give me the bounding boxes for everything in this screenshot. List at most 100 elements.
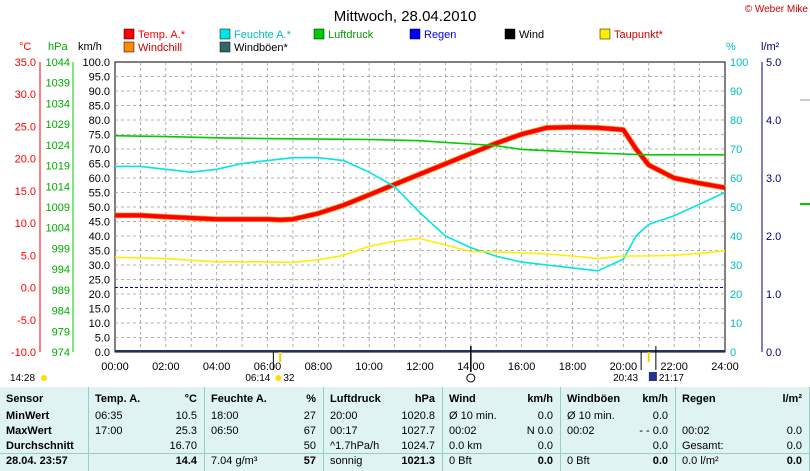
row-time: 20:00 [330, 410, 358, 422]
legend-swatch [219, 28, 231, 40]
humidity-tick-label: 50 [730, 202, 742, 214]
pressure-tick-label: 999 [52, 243, 70, 255]
row-value: 0.0 [786, 425, 802, 437]
moon-time: 21:17 [659, 373, 684, 384]
wind-tick-label: 5.0 [95, 333, 110, 345]
column-header: Feuchte A. [211, 393, 267, 405]
table-separator [0, 453, 810, 454]
row-value: 50 [303, 440, 316, 452]
x-tick-label: 20:00 [610, 361, 638, 373]
column-unit: l/m² [782, 393, 802, 405]
row-time: ^1.7hPa/h [330, 440, 380, 452]
column-unit: km/h [527, 393, 553, 405]
legend-label: Wind [519, 29, 544, 41]
pressure-tick-label: 974 [52, 347, 70, 359]
humidity-tick-label: 10 [730, 318, 742, 330]
humidity-tick-label: 30 [730, 260, 742, 272]
column-unit: hPa [414, 393, 435, 405]
sunrise-ext: 32 [283, 373, 295, 384]
x-tick-label: 06:00 [254, 361, 282, 373]
humidity-tick-label: 70 [730, 144, 742, 156]
wind-tick-label: 45.0 [89, 217, 110, 229]
sun-icon [41, 375, 47, 381]
row-time: 18:00 [211, 410, 239, 422]
x-tick-label: 16:00 [508, 361, 536, 373]
pressure-tick-label: 1024 [46, 140, 70, 152]
row-value: 25.3 [175, 425, 197, 437]
x-tick-label: 04:00 [203, 361, 231, 373]
x-tick-label: 24:00 [711, 361, 739, 373]
row-time: Gesamt: [682, 440, 724, 452]
legend-label: Regen [424, 29, 456, 41]
row-value: 0.0 [786, 440, 802, 452]
row-value: 1020.8 [401, 410, 435, 422]
sunrise-icon [275, 375, 282, 381]
column-header: Regen [682, 393, 716, 405]
sunrise-time: 06:14 [245, 373, 270, 384]
row-value: N 0.0 [526, 425, 553, 437]
rain-tick-label: 2.0 [766, 231, 781, 243]
temp-tick-label: 25.0 [15, 121, 36, 133]
footer-value: 57 [303, 455, 316, 467]
wind-tick-label: 30.0 [89, 260, 110, 272]
row-value: 0.0 [537, 410, 553, 422]
footer-value: 14.4 [175, 455, 197, 467]
wind-tick-label: 50.0 [89, 202, 110, 214]
humidity-unit-label: % [726, 41, 736, 53]
humidity-tick-label: 0 [730, 347, 736, 359]
wind-tick-label: 15.0 [89, 304, 110, 316]
row-value: 1024.7 [401, 440, 435, 452]
row-time: 00:17 [330, 425, 358, 437]
column-header: Windböen [567, 393, 621, 405]
row-time: 00:02 [682, 425, 710, 437]
column-unit: km/h [642, 393, 668, 405]
row-value: 27 [303, 410, 316, 422]
legend-label: Temp. A.* [138, 29, 186, 41]
legend-swatch [313, 28, 325, 40]
pressure-tick-label: 1014 [46, 181, 70, 193]
wind-tick-label: 55.0 [89, 188, 110, 200]
row-label: MaxWert [6, 425, 52, 437]
weather-chart: Mittwoch, 28.04.2010 © Weber Mike Temp. A.… [10, 4, 810, 384]
x-tick-label: 12:00 [406, 361, 434, 373]
column-unit: % [306, 393, 316, 405]
rain-tick-label: 1.0 [766, 289, 781, 301]
footer-date: 28.04. 23:57 [6, 455, 68, 467]
wind-tick-label: 90.0 [89, 86, 110, 98]
wind-tick-label: 75.0 [89, 130, 110, 142]
legend-label: Feuchte A.* [234, 29, 292, 41]
wind-tick-label: 70.0 [89, 144, 110, 156]
row-time: 06:35 [95, 410, 123, 422]
rain-tick-label: 5.0 [766, 57, 781, 69]
legend-label: Taupunkt* [614, 29, 664, 41]
footer-left: 7.04 g/m³ [211, 455, 258, 467]
legend-label: Luftdruck [328, 29, 374, 41]
wind-unit-label: km/h [78, 41, 102, 53]
wind-tick-label: 40.0 [89, 231, 110, 243]
x-tick-label: 00:00 [101, 361, 129, 373]
row-time: 17:00 [95, 425, 123, 437]
row-value: 0.0 [652, 440, 668, 452]
row-value: 0.0 [537, 440, 553, 452]
wind-tick-label: 60.0 [89, 173, 110, 185]
pressure-tick-label: 989 [52, 285, 70, 297]
footer-value: 0.0 [786, 455, 802, 467]
chart-title: Mittwoch, 28.04.2010 [334, 8, 477, 25]
table-column [324, 387, 443, 471]
temp-tick-label: 20.0 [15, 154, 36, 166]
temp-tick-label: 15.0 [15, 186, 36, 198]
temp-unit-label: °C [19, 41, 31, 53]
humidity-tick-label: 40 [730, 231, 742, 243]
row-value: 0.0 [652, 410, 668, 422]
row-value: 67 [303, 425, 316, 437]
row-value: 1027.7 [401, 425, 435, 437]
row-label: Durchschnitt [6, 440, 74, 452]
row-value: 10.5 [175, 410, 197, 422]
x-tick-label: 02:00 [152, 361, 180, 373]
pressure-tick-label: 1034 [46, 98, 70, 110]
rain-unit-label: l/m² [761, 41, 780, 53]
row-value: 16.70 [169, 440, 197, 452]
moon-icon [648, 372, 657, 381]
wind-tick-label: 25.0 [89, 275, 110, 287]
